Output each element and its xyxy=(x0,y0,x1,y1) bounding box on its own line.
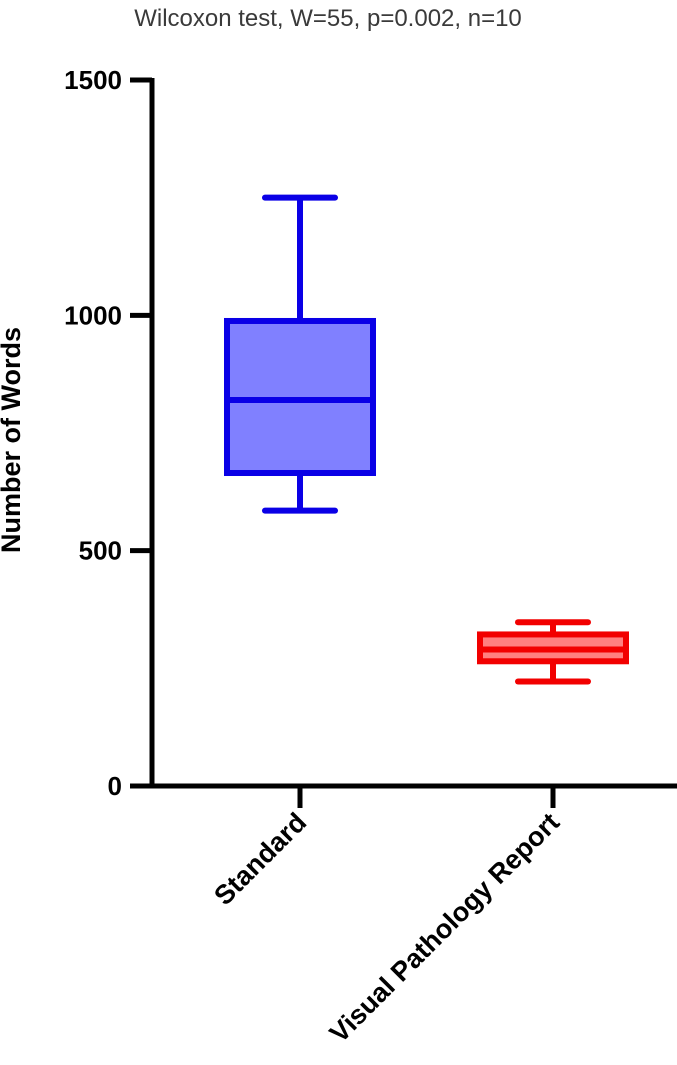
x-tick-label-1: Visual Pathology Report xyxy=(324,807,566,1049)
y-tick-label-2: 1000 xyxy=(64,300,122,330)
x-axis: Standard Visual Pathology Report xyxy=(150,783,677,1049)
y-axis: 0 500 1000 1500 xyxy=(64,65,155,801)
box-0 xyxy=(224,194,376,514)
box-1 xyxy=(477,619,629,685)
chart-title: Wilcoxon test, W=55, p=0.002, n=10 xyxy=(134,5,522,32)
boxes-group xyxy=(224,194,629,685)
y-tick-label-3: 1500 xyxy=(64,65,122,95)
y-tick-label-0: 0 xyxy=(108,771,122,801)
x-tick-label-0: Standard xyxy=(208,807,312,911)
y-tick-label-1: 500 xyxy=(79,536,122,566)
box-0-iqr xyxy=(224,317,376,477)
y-axis-label: Number of Words xyxy=(0,327,26,553)
